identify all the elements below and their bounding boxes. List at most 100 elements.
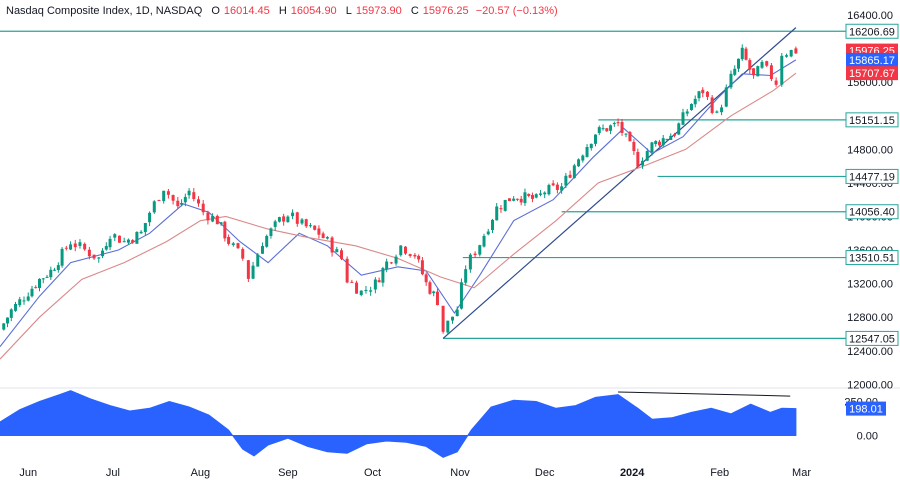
candle-body [92, 254, 96, 259]
candle-body [657, 141, 661, 146]
candle-body [564, 175, 568, 186]
candle-body [282, 216, 286, 222]
candle-body [490, 219, 494, 231]
candle-body [286, 216, 290, 223]
candle-body [459, 282, 463, 309]
candle-body [512, 198, 516, 201]
candle-body [715, 111, 719, 113]
divergence-line [618, 391, 791, 397]
candle-body [30, 288, 34, 297]
candle-body [594, 134, 598, 144]
candle-body [408, 254, 412, 256]
candle-body [435, 291, 439, 306]
candle-body [589, 143, 593, 149]
candle-body [251, 265, 255, 279]
oscillator-badge [846, 401, 886, 416]
candle-body [455, 309, 459, 317]
candle-body [527, 193, 531, 196]
candle-body [256, 254, 260, 267]
candle-body [231, 243, 235, 246]
candle-body [628, 131, 632, 142]
candle-body [568, 174, 572, 178]
candle-body [339, 250, 343, 259]
level-badge [845, 250, 899, 266]
candle-body [572, 165, 576, 178]
candle-body [269, 228, 273, 236]
candle-body [166, 191, 170, 195]
candle-body [277, 217, 281, 222]
candle-body [60, 248, 64, 266]
candle-body [538, 193, 542, 195]
y-tick-label: 12800.00 [847, 312, 893, 324]
candle-body [101, 250, 105, 257]
fast-moving-average [0, 59, 797, 347]
x-tick-label: Feb [710, 467, 729, 479]
candle-body [403, 246, 407, 254]
candle-body [197, 199, 201, 204]
candle-body [260, 246, 264, 254]
candle-body [636, 151, 640, 167]
candle-body [551, 183, 555, 186]
candle-body [515, 198, 519, 200]
candle-body [330, 237, 334, 253]
candle-body [49, 269, 53, 278]
price-badge [846, 66, 898, 81]
close-label: C [410, 5, 419, 17]
candle-body [359, 290, 363, 296]
oscillator-area [0, 390, 797, 458]
open-value: 16014.45 [223, 5, 270, 17]
low-label: L [345, 5, 352, 17]
candle-body [446, 320, 450, 333]
candle-body [265, 235, 269, 247]
candle-body [135, 231, 139, 244]
candle-body [685, 111, 689, 114]
candle-body [325, 237, 329, 239]
candle-body [673, 134, 677, 136]
candle-body [581, 155, 585, 161]
candle-body [794, 48, 798, 54]
candle-body [215, 215, 219, 225]
high-label: H [278, 5, 287, 17]
candle-body [632, 141, 636, 151]
candle-body [451, 316, 455, 321]
y-tick-label: 12400.00 [847, 346, 893, 358]
candle-body [350, 281, 354, 283]
candle-body [211, 215, 215, 222]
candle-body [73, 243, 77, 248]
candle-body [760, 61, 764, 68]
candle-body [601, 128, 605, 130]
candle-body [394, 256, 398, 264]
candle-body [597, 127, 601, 134]
candle-body [585, 147, 589, 157]
candle-body [650, 142, 654, 153]
level-label: 12547.05 [849, 333, 895, 345]
candle-body [171, 195, 175, 201]
candle-body [774, 80, 778, 85]
y-tick-label: 15600.00 [847, 77, 893, 89]
candle-body [14, 303, 18, 311]
candle-body [616, 122, 620, 124]
candle-body [681, 112, 685, 125]
candle-body [503, 199, 507, 211]
x-tick-label: Dec [535, 467, 555, 479]
price-badge-label: 15707.67 [849, 68, 895, 80]
candle-body [399, 245, 403, 256]
candle-body [223, 221, 227, 239]
candle-body [45, 276, 49, 278]
candle-body [645, 151, 649, 161]
level-badge [845, 204, 899, 220]
candle-body [478, 245, 482, 255]
candle-body [555, 184, 559, 190]
candle-body [428, 282, 432, 294]
candle-body [139, 231, 143, 234]
candle-body [241, 249, 245, 259]
level-badge [845, 23, 899, 39]
candle-body [317, 228, 321, 235]
candle-body [464, 269, 468, 283]
candle-body [162, 190, 166, 202]
candle-body [183, 196, 187, 203]
candle-body [609, 125, 613, 131]
candle-body [724, 87, 728, 107]
candle-body [87, 249, 91, 257]
